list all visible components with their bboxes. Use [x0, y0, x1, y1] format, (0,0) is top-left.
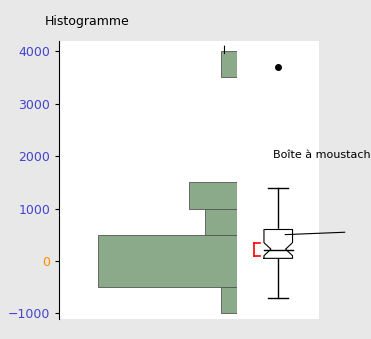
- Text: Boîte à moustaches: Boîte à moustaches: [273, 149, 371, 160]
- Bar: [221, 287, 237, 314]
- Bar: [98, 235, 237, 287]
- Bar: [189, 182, 237, 208]
- Text: Histogramme: Histogramme: [45, 16, 129, 28]
- Bar: [221, 51, 237, 77]
- Bar: [205, 208, 237, 235]
- Polygon shape: [264, 230, 293, 258]
